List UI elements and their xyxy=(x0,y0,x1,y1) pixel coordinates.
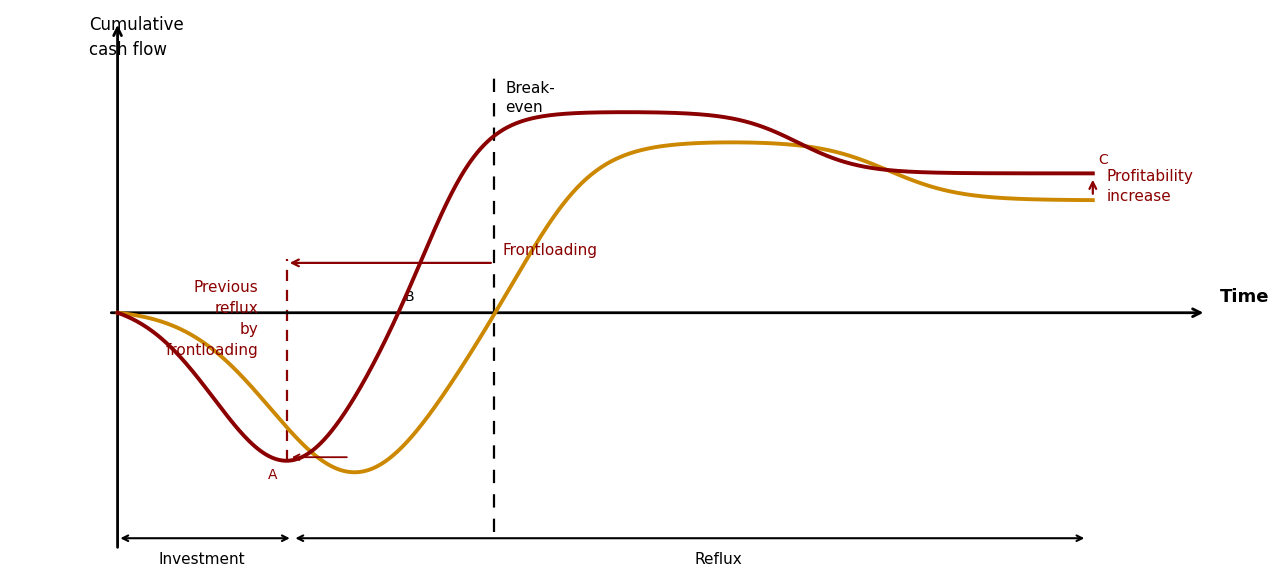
Text: Cumulative
cash flow: Cumulative cash flow xyxy=(90,16,184,59)
Text: A: A xyxy=(269,468,278,482)
Text: C: C xyxy=(1098,153,1108,168)
Text: Break-
even: Break- even xyxy=(506,81,554,115)
Text: Investment: Investment xyxy=(159,553,246,568)
Text: Previous
reflux
by
frontloading: Previous reflux by frontloading xyxy=(166,280,259,358)
Text: Time: Time xyxy=(1220,288,1270,306)
Text: Frontloading: Frontloading xyxy=(503,243,598,258)
Text: Profitability
increase: Profitability increase xyxy=(1106,169,1193,204)
Text: B: B xyxy=(404,290,413,305)
Text: Reflux: Reflux xyxy=(695,553,742,568)
